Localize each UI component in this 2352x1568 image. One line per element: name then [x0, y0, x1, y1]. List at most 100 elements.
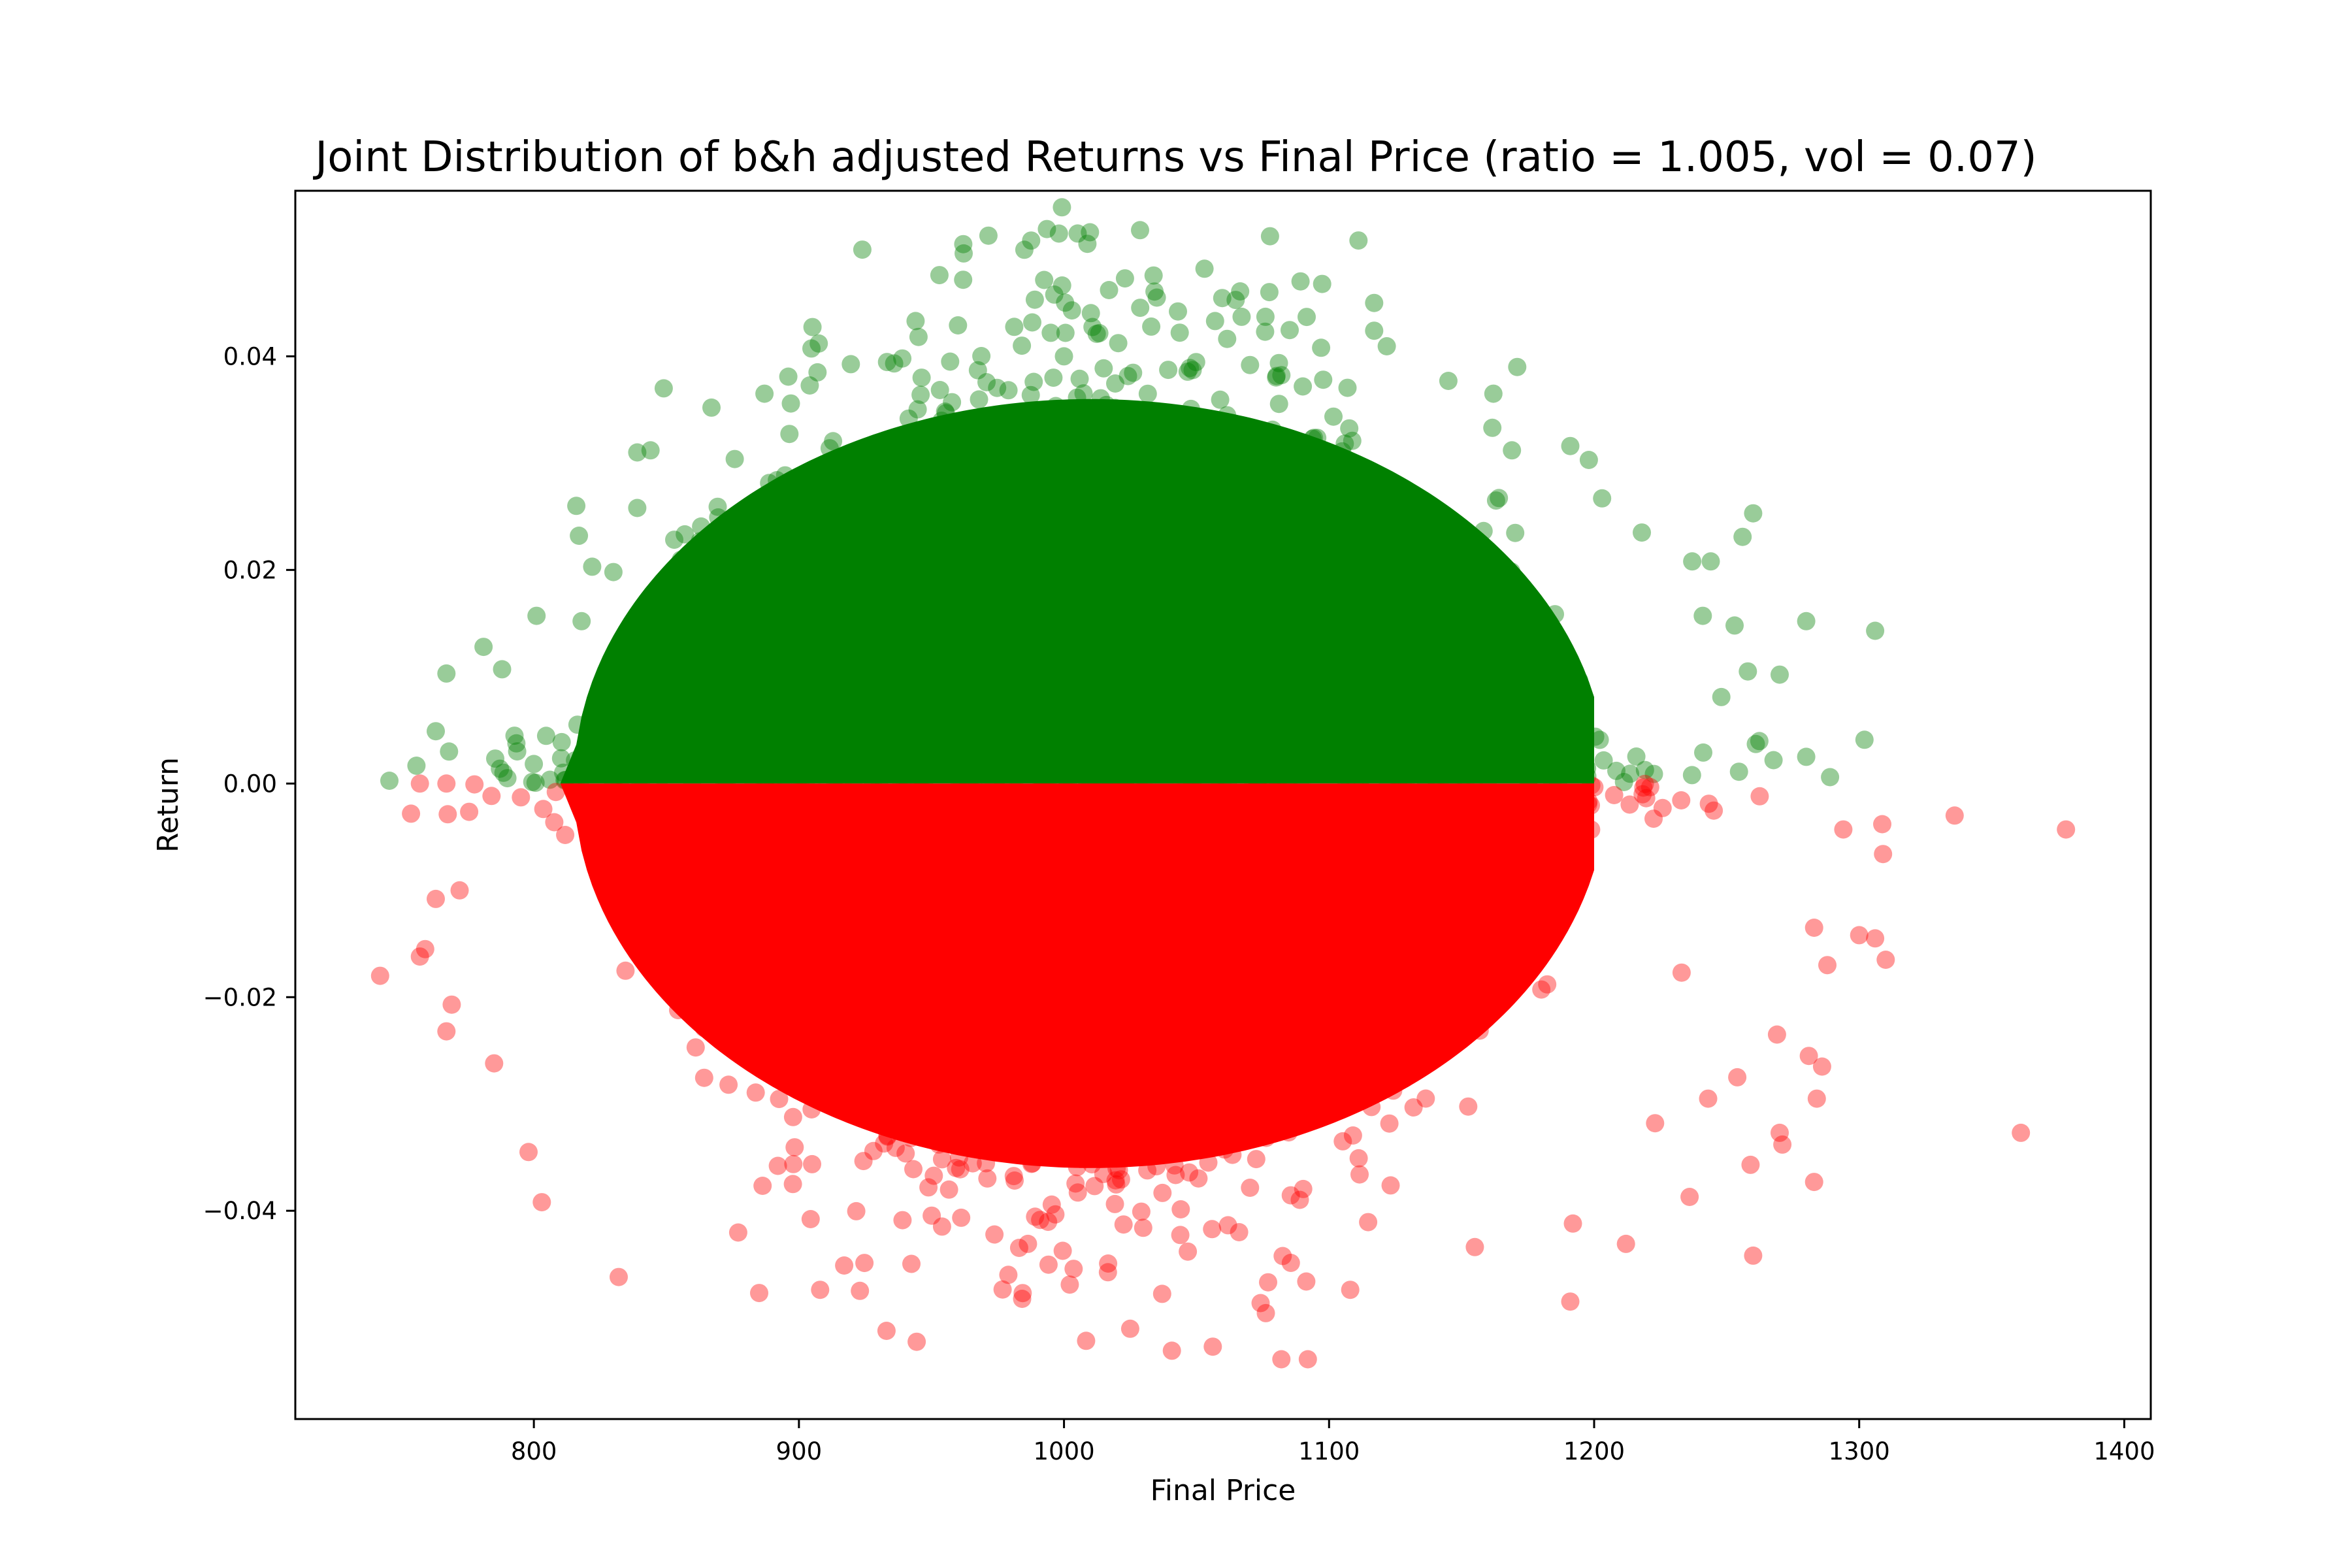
scatter-point	[1874, 845, 1893, 864]
scatter-point	[1807, 1089, 1826, 1108]
scatter-point	[1213, 289, 1232, 308]
scatter-point	[676, 525, 694, 544]
scatter-point	[800, 376, 819, 395]
x-tick-label: 1100	[1298, 1437, 1360, 1465]
scatter-point	[1855, 730, 1874, 749]
scatter-point	[1699, 1089, 1718, 1108]
scatter-point	[410, 947, 429, 966]
scatter-point	[1297, 1272, 1316, 1291]
scatter-point	[498, 769, 517, 788]
scatter-point	[1616, 1234, 1635, 1253]
positive-return-core	[560, 399, 1595, 784]
scatter-point	[1131, 299, 1150, 318]
scatter-point	[1044, 368, 1063, 387]
scatter-point	[1247, 1150, 1266, 1169]
scatter-point	[912, 368, 931, 387]
scatter-point	[811, 1281, 830, 1299]
scatter-point	[1594, 751, 1613, 770]
scatter-point	[1186, 353, 1205, 372]
scatter-point	[1241, 1179, 1260, 1197]
scatter-point	[952, 1208, 971, 1227]
scatter-point	[783, 1175, 802, 1194]
scatter-point	[1532, 980, 1551, 999]
scatter-point	[437, 1022, 456, 1041]
scatter-point	[1100, 281, 1119, 299]
scatter-point	[437, 774, 456, 793]
scatter-point	[512, 788, 531, 807]
scatter-point	[1256, 322, 1275, 341]
scatter-point	[493, 660, 512, 679]
scatter-point	[1291, 272, 1310, 291]
scatter-point	[1085, 1177, 1104, 1196]
scatter-point	[1053, 198, 1071, 217]
scatter-point	[1099, 1254, 1118, 1273]
scatter-point	[855, 1254, 874, 1273]
scatter-point	[1019, 1234, 1037, 1253]
scatter-point	[1635, 760, 1654, 779]
scatter-point	[1644, 809, 1663, 828]
scatter-point	[1799, 1047, 1818, 1066]
scatter-point	[909, 327, 928, 346]
scatter-point	[1805, 919, 1823, 937]
scatter-point	[536, 727, 555, 745]
scatter-point	[1231, 282, 1250, 301]
scatter-point	[1290, 1190, 1309, 1209]
scatter-point	[507, 734, 526, 753]
scatter-point	[930, 266, 949, 285]
scatter-point	[1633, 523, 1651, 542]
scatter-point	[835, 1256, 854, 1275]
scatter-point	[1181, 359, 1200, 378]
scatter-point	[491, 759, 510, 778]
scatter-point	[1066, 1174, 1085, 1193]
scatter-point	[1313, 274, 1331, 293]
scatter-point	[1056, 293, 1075, 312]
scatter-point	[1111, 1170, 1130, 1189]
scatter-point	[570, 527, 589, 545]
scatter-point	[803, 1154, 821, 1173]
scatter-point	[1013, 336, 1032, 355]
scatter-point	[1138, 384, 1157, 403]
scatter-point	[1226, 291, 1245, 310]
scatter-point	[1680, 1188, 1699, 1206]
scatter-point	[785, 1138, 804, 1157]
scatter-point	[1056, 323, 1075, 342]
scatter-point	[1054, 347, 1073, 366]
scatter-point	[1183, 361, 1202, 380]
scatter-point	[1005, 318, 1024, 336]
scatter-point	[482, 787, 501, 806]
scatter-point	[1218, 1216, 1237, 1235]
scatter-point	[919, 1178, 938, 1197]
scatter-point	[1621, 764, 1640, 783]
positive-outliers	[427, 235, 1885, 788]
scatter-point	[1083, 318, 1102, 336]
scatter-point	[1119, 367, 1137, 385]
scatter-point	[1459, 1097, 1478, 1116]
x-tick-label: 1200	[1563, 1437, 1625, 1465]
scatter-point	[1077, 1331, 1096, 1350]
scatter-point	[485, 1054, 504, 1073]
scatter-point	[907, 1332, 926, 1351]
scatter-point	[708, 497, 727, 516]
scatter-point	[1166, 1166, 1185, 1184]
y-tick-label: 0.00	[223, 770, 277, 798]
scatter-point	[1312, 338, 1331, 357]
scatter-point	[1377, 337, 1396, 355]
scatter-point	[1205, 312, 1224, 331]
scatter-point	[427, 722, 445, 741]
scatter-point	[1211, 390, 1230, 409]
scatter-point	[908, 400, 927, 419]
scatter-point	[1733, 527, 1752, 546]
scatter-point	[1634, 778, 1653, 797]
scatter-point	[755, 384, 774, 403]
scatter-point	[1338, 378, 1357, 397]
scatter-point	[978, 1169, 997, 1188]
scatter-point	[1039, 1255, 1058, 1274]
scatter-point	[1025, 290, 1044, 309]
scatter-point	[768, 1156, 787, 1175]
scatter-point	[993, 1280, 1012, 1299]
scatter-point	[803, 318, 822, 336]
scatter-point	[527, 606, 546, 625]
negative-return-core	[560, 783, 1595, 1168]
scatter-point	[1866, 929, 1885, 948]
